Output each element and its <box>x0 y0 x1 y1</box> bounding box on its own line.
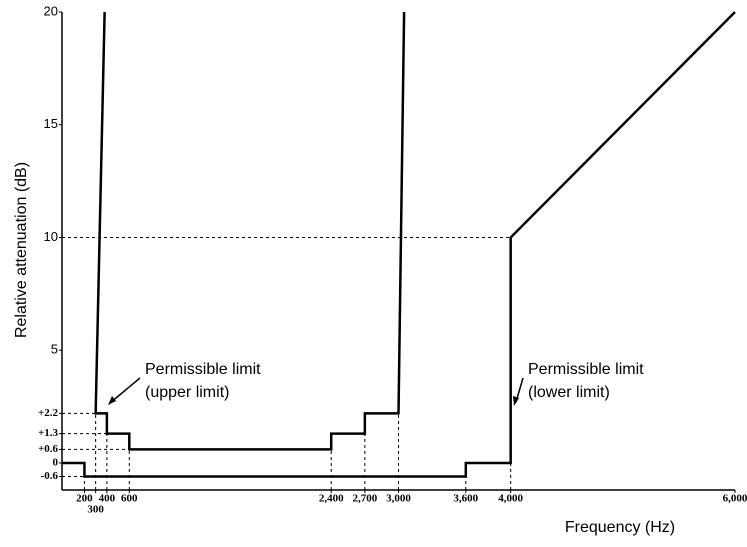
annotation-text: (lower limit) <box>528 384 610 401</box>
y-tick-label: +0.6 <box>38 443 59 455</box>
y-axis-title: Relative attenuation (dB) <box>13 162 30 338</box>
y-tick-label: 15 <box>44 116 58 131</box>
arrow-head <box>108 396 116 405</box>
x-tick-label: 300 <box>87 504 104 516</box>
annotation-text: Permissible limit <box>528 361 644 378</box>
x-tick-label: 6,000 <box>723 493 747 505</box>
annotation-arrow <box>109 377 141 404</box>
x-tick-label: 4,000 <box>498 493 523 505</box>
y-tick-label: +1.3 <box>38 427 59 439</box>
annotation: Permissible limit (lower limit) <box>513 361 644 406</box>
y-tick-label: 10 <box>44 229 58 244</box>
line <box>94 11 406 451</box>
y-tick-label: +2.2 <box>38 407 59 419</box>
x-tick-label: 200 <box>76 493 93 505</box>
line <box>62 11 736 478</box>
x-tick-label: 600 <box>121 493 138 505</box>
arrow-head <box>513 396 519 406</box>
annotation-text: Permissible limit <box>145 361 261 378</box>
annotation-text: (upper limit) <box>145 384 229 401</box>
x-tick-label: 3,000 <box>386 493 411 505</box>
y-tick-label: 0 <box>53 456 59 468</box>
y-tick-label: 20 <box>44 3 58 18</box>
x-tick-label: 400 <box>99 493 116 505</box>
y-tick-label: 5 <box>51 342 58 357</box>
x-axis-title: Frequency (Hz) <box>565 519 675 536</box>
x-tick-label: 3,600 <box>453 493 478 505</box>
y-tick-label: -0.6 <box>41 470 59 482</box>
annotation: Permissible limit (upper limit) <box>108 361 261 405</box>
x-tick-label: 2,700 <box>352 493 377 505</box>
x-tick-label: 2,400 <box>319 493 344 505</box>
